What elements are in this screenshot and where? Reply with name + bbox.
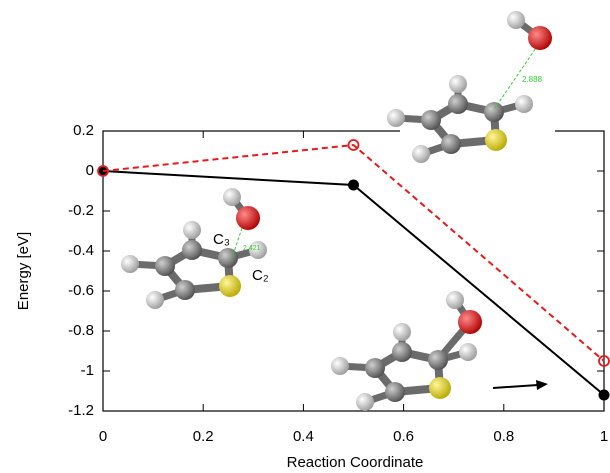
annotation: C₃ (213, 231, 230, 248)
y-tick-label: -0.4 (68, 242, 94, 259)
y-tick-label: -1 (81, 362, 94, 379)
plot-area: 0.2 0 -0.2 -0.4 -0.6 -0.8 -1 -1.2 0 0.2 0.4 0.6 0.8 1 (68, 122, 609, 445)
x-tick-label: 0.2 (193, 428, 214, 445)
series-line (103, 145, 604, 361)
x-tick-label: 0.8 (493, 428, 514, 445)
chart: 0.2 0 -0.2 -0.4 -0.6 -0.8 -1 -1.2 0 0.2 0.4 0.6 0.8 1… (0, 0, 610, 473)
x-tick-label: 0.4 (293, 428, 314, 445)
y-tick-label: -0.6 (68, 282, 94, 299)
y-tick-label: 0.2 (73, 122, 94, 139)
y-tick-label: -1.2 (68, 402, 94, 419)
point (599, 390, 609, 400)
y-axis-label: Energy [eV] (15, 232, 32, 310)
x-tick-label: 0 (99, 428, 107, 445)
annotation: 2.421 (243, 245, 261, 252)
annotation: 2.888 (522, 75, 543, 84)
y-tick-label: -0.8 (68, 322, 94, 339)
x-axis-label: Reaction Coordinate (287, 454, 424, 471)
y-tick-label: -0.2 (68, 202, 94, 219)
arrow (493, 380, 548, 390)
point (349, 180, 359, 190)
annotation: C₂ (252, 267, 269, 284)
x-tick-label: 0.6 (393, 428, 414, 445)
molecule-product (331, 291, 482, 411)
molecule-reactant: C₃ C₂ 2.421 (121, 188, 269, 309)
y-tick-label: 0 (86, 162, 94, 179)
x-tick-label: 1 (600, 428, 608, 445)
molecule-initial: 2.888 (387, 11, 555, 163)
